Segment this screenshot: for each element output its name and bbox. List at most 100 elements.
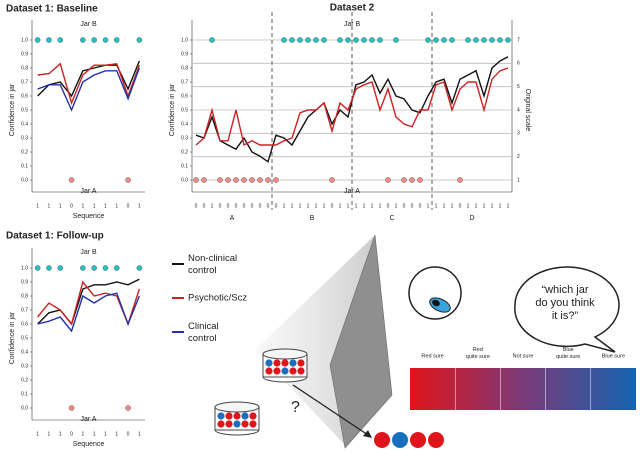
jar-dot bbox=[46, 37, 52, 43]
jar-dot bbox=[80, 37, 86, 43]
ball bbox=[297, 359, 305, 367]
jar-dot bbox=[377, 37, 383, 43]
series-line bbox=[195, 67, 509, 147]
jar-dot bbox=[241, 177, 247, 183]
series-line bbox=[37, 62, 141, 106]
x-tick-label: 1 bbox=[483, 203, 486, 209]
x-tick-label: 1 bbox=[491, 203, 494, 209]
x-tick-label: 1 bbox=[48, 203, 51, 209]
ball bbox=[225, 420, 233, 428]
group-label: D bbox=[469, 215, 474, 222]
jar-dot bbox=[385, 177, 391, 183]
x-tick-label: 1 bbox=[499, 203, 502, 209]
x-tick-label: 0 bbox=[127, 431, 130, 437]
jar-dot bbox=[225, 177, 231, 183]
ball bbox=[281, 367, 289, 375]
x-tick-label: 1 bbox=[93, 203, 96, 209]
jar-dot bbox=[449, 37, 455, 43]
x-tick-label: 1 bbox=[36, 203, 39, 209]
y2-tick-label: 1 bbox=[517, 177, 520, 183]
y-tick-label: 0.5 bbox=[21, 335, 28, 341]
x-tick-label: 1 bbox=[59, 431, 62, 437]
x-tick-label: 0 bbox=[459, 203, 462, 209]
jar-balls bbox=[217, 359, 305, 428]
x-tick-label: 1 bbox=[138, 431, 141, 437]
y-tick-label: 0.6 bbox=[21, 93, 28, 99]
x-tick-label: 0 bbox=[251, 203, 254, 209]
y-tick-label: 0.2 bbox=[181, 149, 188, 155]
ball bbox=[265, 359, 273, 367]
jar-dot bbox=[209, 37, 215, 43]
x-tick-label: 1 bbox=[507, 203, 510, 209]
x-tick-label: 1 bbox=[347, 203, 350, 209]
jar-dot bbox=[125, 405, 131, 411]
y2-axis-label: Original scale bbox=[524, 89, 531, 132]
y-axis-label: Confidence in jar bbox=[169, 83, 176, 136]
screen bbox=[329, 234, 393, 449]
x-tick-label: 0 bbox=[70, 431, 73, 437]
y-axis-label: Confidence in jar bbox=[9, 83, 16, 136]
jar-dot bbox=[417, 177, 423, 183]
x-tick-label: 0 bbox=[331, 203, 334, 209]
group-label: C bbox=[389, 215, 394, 222]
jar-dot bbox=[297, 37, 303, 43]
jar-dot bbox=[80, 265, 86, 271]
annotation: Jar B bbox=[344, 21, 361, 28]
x-tick-label: 1 bbox=[355, 203, 358, 209]
y-tick-label: 0.4 bbox=[21, 121, 28, 127]
scale-label: Not sure bbox=[513, 353, 534, 359]
y-tick-label: 0.7 bbox=[21, 307, 28, 313]
x-tick-label: 1 bbox=[115, 431, 118, 437]
scale-label: Red quite sure bbox=[466, 347, 490, 360]
chart-title: Dataset 1: Follow-up bbox=[6, 231, 104, 242]
legend: Non-clinical control Psychotic/Scz Clinical… bbox=[172, 253, 247, 344]
ball bbox=[249, 420, 257, 428]
series-line bbox=[37, 67, 141, 112]
x-tick-label: 1 bbox=[81, 203, 84, 209]
jar-dot bbox=[217, 177, 223, 183]
y-tick-label: 1.0 bbox=[181, 37, 188, 43]
y-tick-label: 0.1 bbox=[21, 163, 28, 169]
jar-dot bbox=[68, 405, 75, 411]
x-tick-label: 1 bbox=[104, 203, 107, 209]
y-tick-label: 0.5 bbox=[181, 107, 188, 113]
y2-tick-label: 5 bbox=[517, 84, 520, 90]
y-tick-label: 0.2 bbox=[21, 377, 28, 383]
jar-dot bbox=[369, 37, 375, 43]
x-tick-label: 0 bbox=[411, 203, 414, 209]
jar-dot bbox=[465, 37, 471, 43]
y-tick-label: 0.4 bbox=[181, 121, 188, 127]
jar-dot bbox=[473, 37, 479, 43]
ball bbox=[289, 367, 297, 375]
speech-text: “which jar do you think it is?” bbox=[535, 284, 595, 322]
x-tick-label: 1 bbox=[379, 203, 382, 209]
jar-dot bbox=[457, 177, 463, 183]
jar-dot bbox=[193, 177, 199, 183]
y-tick-label: 0.0 bbox=[21, 177, 28, 183]
group-label: B bbox=[310, 215, 315, 222]
jar-dot bbox=[329, 177, 335, 183]
ball bbox=[297, 367, 305, 375]
jar-dot bbox=[233, 177, 239, 183]
jar-dot bbox=[265, 177, 271, 183]
x-axis-label: Sequence bbox=[73, 213, 105, 220]
x-tick-label: 0 bbox=[403, 203, 406, 209]
jar-dot bbox=[409, 177, 415, 183]
jar-dot bbox=[57, 265, 64, 271]
x-tick-label: 1 bbox=[467, 203, 470, 209]
x-tick-label: 0 bbox=[195, 203, 198, 209]
jar-dot bbox=[113, 37, 120, 43]
ball bbox=[225, 412, 233, 420]
y-tick-label: 0.4 bbox=[21, 349, 28, 355]
y-tick-label: 0.9 bbox=[181, 51, 188, 57]
x-tick-label: 1 bbox=[427, 203, 430, 209]
x-tick-label: 1 bbox=[48, 431, 51, 437]
x-tick-label: 1 bbox=[435, 203, 438, 209]
legend-label: Psychotic/Scz bbox=[188, 293, 247, 304]
y-tick-label: 0.0 bbox=[181, 177, 188, 183]
series-line bbox=[37, 280, 141, 327]
y-tick-label: 0.1 bbox=[181, 163, 188, 169]
ball bbox=[233, 420, 241, 428]
jar-dot bbox=[281, 37, 287, 43]
jar-dot bbox=[441, 37, 447, 43]
